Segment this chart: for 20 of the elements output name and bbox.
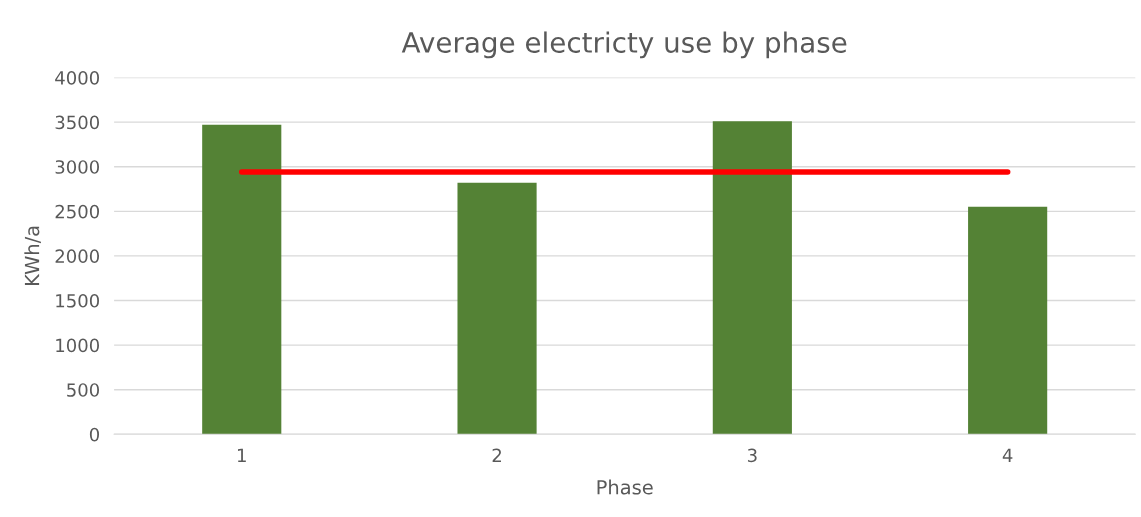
bar <box>457 182 537 435</box>
x-tick-label: 3 <box>747 448 757 463</box>
y-tick-label: 0 <box>89 427 100 442</box>
x-tick-label: 2 <box>492 448 501 462</box>
y-tick-label: 4000 <box>55 71 100 85</box>
x-tick-label: 1 <box>237 448 246 462</box>
bar <box>202 124 282 435</box>
x-tick-label: 4 <box>1002 448 1013 462</box>
y-tick-label: 3500 <box>55 115 100 130</box>
y-tick-label: 1500 <box>56 293 100 308</box>
bar <box>712 121 792 435</box>
y-axis-title: KWh/a <box>24 226 41 286</box>
y-tick-label: 2500 <box>55 204 100 219</box>
y-tick-label: 500 <box>67 383 100 397</box>
y-tick-label: 1000 <box>56 338 100 353</box>
y-tick-label: 3000 <box>55 160 100 174</box>
chart-title: Average electricty use by phase <box>401 31 847 59</box>
bar <box>968 206 1048 435</box>
x-axis-title: Phase <box>597 479 653 495</box>
y-tick-label: 2000 <box>55 249 100 264</box>
